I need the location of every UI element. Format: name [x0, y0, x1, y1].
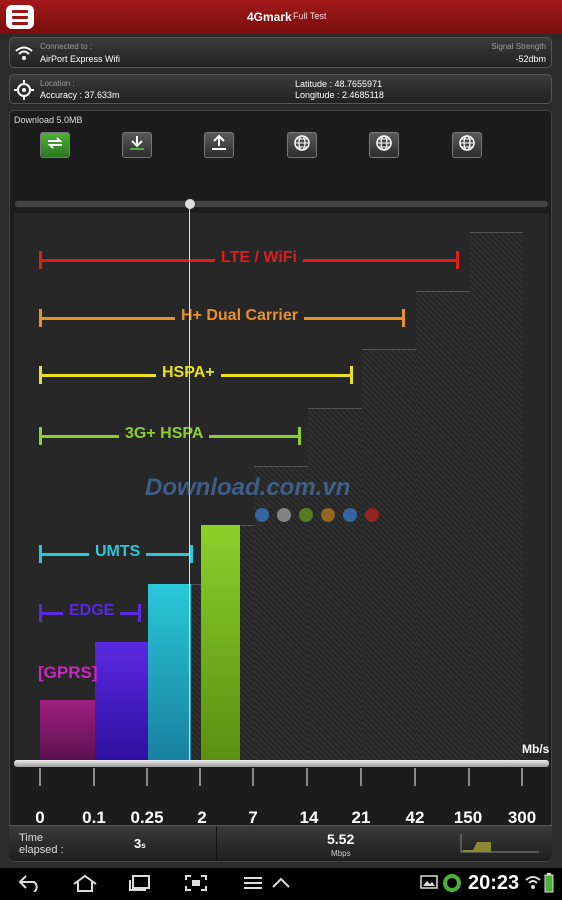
repeat-icon — [46, 136, 64, 155]
web-test-button-2[interactable] — [369, 132, 399, 158]
app-subtitle: Full Test — [293, 11, 327, 21]
progress-track — [14, 200, 549, 208]
app-title: 4Gmark — [247, 10, 292, 24]
app-notification-icon — [442, 873, 462, 898]
progress-handle[interactable] — [185, 199, 195, 209]
title-bar: 4Gmark Full Test — [0, 0, 562, 34]
step-lte-1 — [416, 291, 470, 760]
speed-value: 5.52 — [327, 831, 355, 847]
band-umts: UMTS — [39, 543, 193, 563]
bar-gprs — [40, 700, 95, 760]
tick-mark — [199, 768, 201, 786]
download-label: Download 5.0MB — [14, 115, 83, 125]
latitude-value: Latitude : 48.7655971 — [295, 79, 383, 89]
location-panel: Location : Accuracy : 37.633m Latitude :… — [9, 74, 552, 104]
globe-icon — [293, 134, 311, 157]
tick-label: 0.1 — [82, 808, 106, 827]
tick-mark — [146, 768, 148, 786]
tick-label: 0.25 — [130, 808, 164, 827]
signal-value: -52dbm — [515, 54, 546, 64]
location-target-icon — [14, 80, 34, 100]
tick-label: 21 — [351, 808, 371, 827]
connected-label: Connected to : — [40, 42, 93, 51]
wifi-status-icon — [525, 874, 541, 895]
upload-test-button[interactable] — [204, 132, 234, 158]
signal-label: Signal Strength — [491, 42, 546, 51]
chevron-up-icon[interactable] — [270, 874, 292, 897]
time-elapsed-value: 3s — [134, 836, 146, 851]
home-icon[interactable] — [72, 874, 98, 897]
speed-sparkline-icon — [459, 832, 541, 854]
battery-icon — [544, 873, 554, 898]
network-name: AirPort Express Wifi — [40, 54, 121, 64]
screenshot-icon[interactable] — [184, 874, 208, 897]
tick-mark — [360, 768, 362, 786]
download-icon — [128, 135, 146, 156]
tick-mark — [306, 768, 308, 786]
tick-label: 300 — [507, 808, 537, 827]
upload-icon — [210, 134, 228, 156]
current-speed-marker — [189, 205, 190, 763]
system-nav-bar: 20:23 — [0, 868, 562, 900]
back-icon[interactable] — [18, 874, 42, 897]
globe-icon — [375, 134, 393, 157]
gallery-icon — [420, 874, 438, 895]
wifi-icon — [15, 45, 33, 61]
tick-mark — [39, 768, 41, 786]
tick-label: 7 — [248, 808, 258, 827]
tick-mark — [414, 768, 416, 786]
connection-panel: Connected to : AirPort Express Wifi Sign… — [9, 37, 552, 68]
tick-label: 14 — [299, 808, 319, 827]
tick-mark — [521, 768, 523, 786]
band-lte-wifi: LTE / WiFi — [39, 249, 459, 269]
tick-mark — [93, 768, 95, 786]
longitude-value: Longitude : 2.4685118 — [295, 90, 384, 100]
band-3g-hspa: 3G+ HSPA — [39, 425, 301, 445]
globe-icon — [458, 134, 476, 157]
menu-icon[interactable] — [242, 874, 264, 897]
time-cell — [9, 826, 217, 861]
tick-label: 42 — [405, 808, 425, 827]
tick-label: 2 — [197, 808, 207, 827]
recent-apps-icon[interactable] — [128, 874, 152, 897]
y-axis-unit: Mb/s — [522, 742, 550, 756]
web-test-button-1[interactable] — [287, 132, 317, 158]
repeat-test-button[interactable] — [40, 132, 70, 158]
band-edge: EDGE — [39, 602, 141, 622]
tick-mark — [468, 768, 470, 786]
tick-mark — [252, 768, 254, 786]
band-gprs-label: [GPRS] — [38, 663, 98, 682]
band-hspa-plus: HSPA+ — [39, 364, 353, 384]
step-hspa-plus — [308, 408, 362, 760]
web-test-button-3[interactable] — [452, 132, 482, 158]
accuracy-value: Accuracy : 37.633m — [40, 90, 120, 100]
speed-unit: Mbps — [331, 849, 351, 858]
status-bar: Time elapsed : 3s 5.52 Mbps — [9, 825, 552, 861]
menu-button[interactable] — [6, 5, 34, 29]
tick-label: 150 — [453, 808, 483, 827]
watermark-logo: Download.com.vn — [145, 474, 351, 501]
bar-edge — [95, 642, 148, 760]
tick-label: 0 — [35, 808, 45, 827]
band-h-plus-dual-carrier: H+ Dual Carrier — [39, 307, 405, 327]
step-h-plus-dc — [362, 349, 416, 760]
location-label: Location : — [40, 79, 75, 88]
download-test-button[interactable] — [122, 132, 152, 158]
watermark-dots — [255, 508, 379, 522]
step-lte-2 — [470, 232, 523, 760]
bar-umts — [148, 584, 191, 760]
bar-3g-current — [201, 525, 240, 760]
x-axis-bar — [14, 760, 549, 767]
clock: 20:23 — [468, 872, 520, 894]
time-elapsed-label: Time elapsed : — [19, 832, 64, 856]
